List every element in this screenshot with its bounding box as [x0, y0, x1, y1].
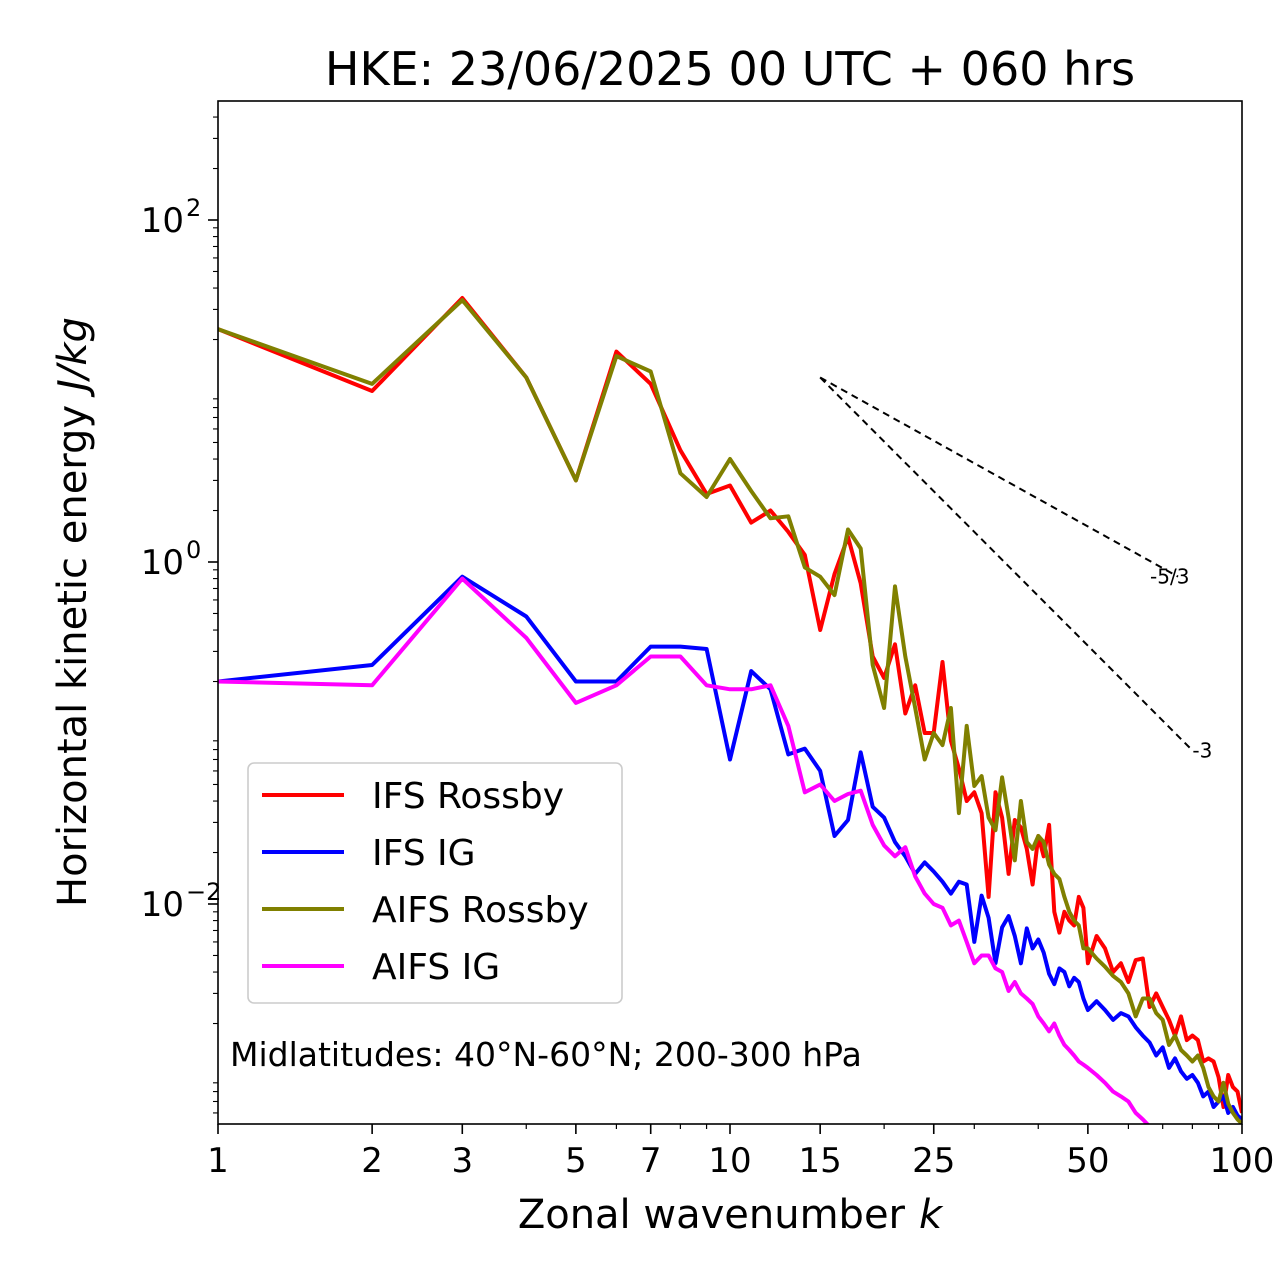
y-tick-exponent: 2 — [186, 194, 201, 222]
y-axis-title-units: J/kg — [50, 317, 96, 398]
x-tick-label: 5 — [565, 1141, 587, 1181]
x-axis-title: Zonal wavenumber k — [518, 1192, 944, 1238]
x-axis-title-symbol: k — [919, 1192, 944, 1238]
series-layer — [218, 296, 1242, 1124]
y-tick-label: 10 — [141, 543, 184, 583]
y-tick-label: 10 — [141, 201, 184, 241]
legend-label: IFS Rossby — [372, 776, 564, 817]
legend-label: IFS IG — [372, 833, 476, 874]
x-tick-label: 15 — [799, 1141, 842, 1181]
x-tick-label: 50 — [1066, 1141, 1109, 1181]
x-tick-label: 25 — [912, 1141, 955, 1181]
slope-label-1: -3 — [1192, 738, 1212, 762]
reference-slopes: -5/3 -3 — [819, 376, 1212, 762]
y-axis-title: Horizontal kinetic energy J/kg — [50, 317, 96, 907]
x-tick-label: 3 — [451, 1141, 473, 1181]
legend: IFS Rossby IFS IG AIFS Rossby AIFS IG — [247, 762, 623, 1004]
region-annotation: Midlatitudes: 40°N-60°N; 200-300 hPa — [230, 1035, 862, 1074]
x-axis-title-text: Zonal wavenumber — [518, 1192, 906, 1238]
legend-label: AIFS Rossby — [372, 890, 589, 931]
y-tick-label: 10 — [141, 885, 184, 925]
slope-line-1 — [819, 376, 1194, 752]
legend-label: AIFS IG — [372, 947, 500, 988]
plot-frame — [217, 100, 1243, 1125]
x-tick-label: 10 — [708, 1141, 751, 1181]
x-tick-label: 7 — [640, 1141, 662, 1181]
y-axis-title-text: Horizontal kinetic energy — [50, 405, 96, 907]
y-tick-exponent: −2 — [186, 878, 221, 906]
chart-title: HKE: 23/06/2025 00 UTC + 060 hrs — [325, 42, 1135, 96]
slope-label-0: -5/3 — [1150, 565, 1189, 589]
y-tick-exponent: 0 — [186, 536, 201, 564]
legend-frame — [247, 762, 623, 1004]
series-line-aifs-rossby — [218, 298, 1242, 1124]
x-tick-label: 100 — [1210, 1141, 1275, 1181]
x-tick-label: 2 — [361, 1141, 383, 1181]
series-line-aifs-ig — [218, 576, 1150, 1124]
x-tick-label: 1 — [207, 1141, 229, 1181]
slope-line-0 — [819, 376, 1179, 578]
